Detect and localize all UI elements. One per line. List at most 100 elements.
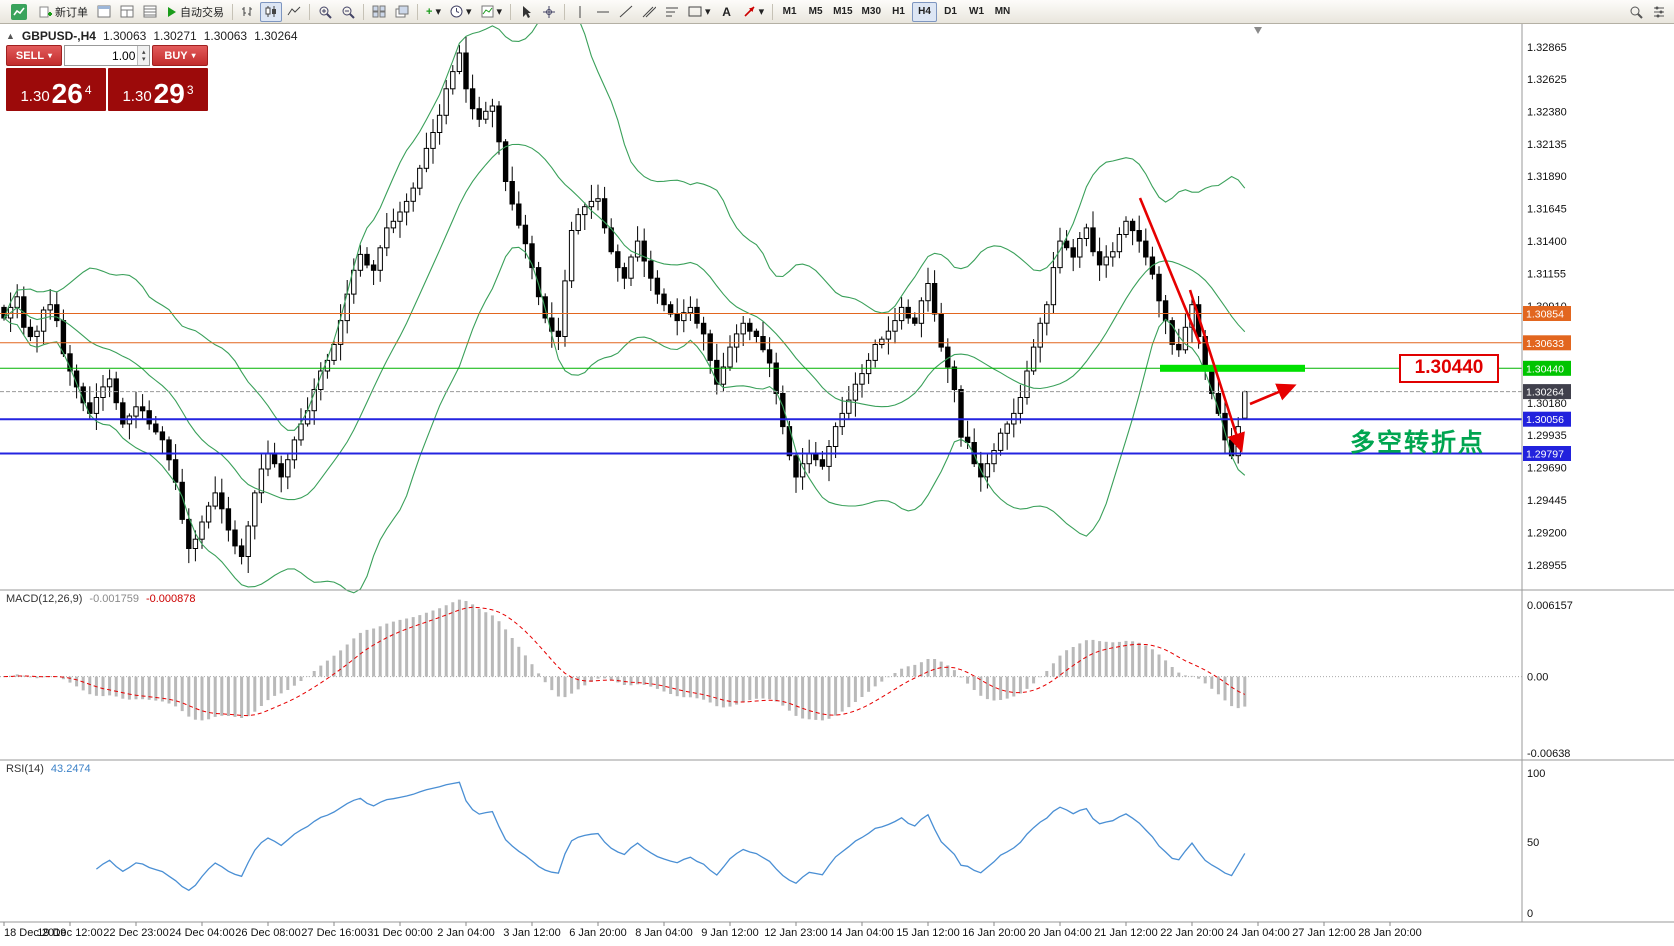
svg-text:0.00: 0.00 bbox=[1527, 672, 1548, 684]
svg-text:1.30264: 1.30264 bbox=[1526, 387, 1564, 399]
search-button[interactable] bbox=[1625, 2, 1647, 22]
turning-point-annotation[interactable]: 多空转折点 bbox=[1350, 429, 1486, 457]
toolbar: 新订单 自动交易 bbox=[0, 0, 1674, 24]
market-watch-icon bbox=[143, 5, 157, 18]
svg-text:0.006157: 0.006157 bbox=[1527, 600, 1573, 612]
arrows-dropdown[interactable]: ▾ bbox=[739, 2, 769, 22]
timeframe-button-h1[interactable]: H1 bbox=[886, 2, 911, 22]
periods-dropdown[interactable]: ▾ bbox=[446, 2, 476, 22]
svg-text:1.31645: 1.31645 bbox=[1527, 204, 1567, 216]
line-chart-button[interactable] bbox=[283, 2, 305, 22]
shapes-dropdown[interactable]: ▾ bbox=[684, 2, 715, 22]
templates-dropdown[interactable]: ▾ bbox=[477, 2, 507, 22]
svg-text:1.32865: 1.32865 bbox=[1527, 42, 1567, 54]
dropdown-icon: ▾ bbox=[496, 6, 503, 18]
buy-price-button[interactable]: 1.30 29 3 bbox=[108, 68, 208, 111]
crosshair-button[interactable] bbox=[538, 2, 560, 22]
equidistant-channel-button[interactable] bbox=[638, 2, 660, 22]
search-icon bbox=[1630, 6, 1643, 19]
timeframe-button-d1[interactable]: D1 bbox=[938, 2, 963, 22]
svg-text:8 Jan 04:00: 8 Jan 04:00 bbox=[635, 927, 693, 939]
timeframe-group: M1 M5 M15 M30 H1 H4 D1 W1 MN bbox=[777, 1, 1015, 22]
text-button[interactable]: A bbox=[716, 2, 738, 22]
options-icon bbox=[1654, 6, 1664, 18]
timeframe-button-m5[interactable]: M5 bbox=[803, 2, 828, 22]
cursor-button[interactable] bbox=[515, 2, 537, 22]
bar-high: 1.30271 bbox=[153, 29, 197, 43]
svg-text:0: 0 bbox=[1527, 908, 1533, 920]
new-order-button[interactable]: 新订单 bbox=[35, 2, 92, 22]
cascade-windows-icon bbox=[395, 5, 409, 18]
timeframe-button-h4[interactable]: H4 bbox=[912, 1, 937, 22]
price-level-box[interactable]: 1.30440 bbox=[1399, 354, 1499, 383]
tile-windows-button[interactable] bbox=[368, 2, 390, 22]
panel-collapse-icon[interactable]: ▲ bbox=[6, 31, 15, 41]
spin-down-icon: ▾ bbox=[141, 55, 146, 63]
autotrade-button[interactable]: 自动交易 bbox=[162, 2, 228, 22]
svg-text:2 Jan 04:00: 2 Jan 04:00 bbox=[437, 927, 495, 939]
svg-text:22 Dec 23:00: 22 Dec 23:00 bbox=[103, 927, 168, 939]
vertical-line-button[interactable] bbox=[569, 2, 591, 22]
trendline-icon bbox=[619, 5, 633, 18]
ohlc-bars-button[interactable] bbox=[237, 2, 259, 22]
dropdown-icon: ▾ bbox=[48, 51, 53, 60]
timeframe-button-m1[interactable]: M1 bbox=[777, 2, 802, 22]
buy-price-pips: 29 bbox=[153, 78, 185, 109]
svg-text:24 Jan 04:00: 24 Jan 04:00 bbox=[1226, 927, 1290, 939]
horizontal-line-button[interactable] bbox=[592, 2, 614, 22]
toolbar-separator bbox=[232, 3, 233, 20]
svg-text:1.32380: 1.32380 bbox=[1527, 106, 1567, 118]
dropdown-icon: ▾ bbox=[758, 6, 765, 18]
cursor-icon bbox=[523, 5, 532, 18]
toolbar-options-button[interactable] bbox=[1648, 2, 1670, 22]
toolbar-separator bbox=[564, 3, 566, 20]
autotrade-play-icon bbox=[168, 6, 176, 17]
svg-text:6 Jan 20:00: 6 Jan 20:00 bbox=[569, 927, 627, 939]
trendline-button[interactable] bbox=[615, 2, 637, 22]
sell-price-base: 1.30 bbox=[20, 88, 50, 105]
zoom-out-button[interactable] bbox=[337, 2, 359, 22]
new-chart-icon bbox=[97, 5, 111, 18]
sell-price-point: 4 bbox=[84, 83, 92, 97]
candlestick-button[interactable] bbox=[260, 1, 282, 22]
toolbar-separator bbox=[363, 3, 364, 20]
candlestick-icon bbox=[265, 6, 276, 17]
volume-spinner[interactable]: ▴ ▾ bbox=[137, 46, 149, 65]
app-icon bbox=[4, 1, 34, 23]
sell-button[interactable]: SELL ▾ bbox=[6, 45, 62, 66]
timeframe-button-m30[interactable]: M30 bbox=[858, 2, 885, 22]
indicators-dropdown[interactable]: + ▾ bbox=[422, 2, 445, 22]
zoom-in-button[interactable] bbox=[314, 2, 336, 22]
svg-text:1.29935: 1.29935 bbox=[1527, 430, 1567, 442]
profiles-button[interactable] bbox=[116, 2, 138, 22]
market-watch-button[interactable] bbox=[139, 2, 161, 22]
buy-label: BUY bbox=[164, 49, 188, 62]
sell-price-button[interactable]: 1.30 26 4 bbox=[6, 68, 106, 111]
svg-text:21 Jan 12:00: 21 Jan 12:00 bbox=[1094, 927, 1158, 939]
equidistant-channel-icon bbox=[642, 6, 657, 18]
buy-button[interactable]: BUY ▾ bbox=[152, 45, 208, 66]
one-click-trade-panel: SELL ▾ ▴ ▾ BUY ▾ 1.30 26 4 1.30 bbox=[6, 45, 208, 111]
symbol-ohlc-line: ▲ GBPUSD-,H4 1.30063 1.30271 1.30063 1.3… bbox=[6, 29, 298, 43]
svg-text:24 Dec 04:00: 24 Dec 04:00 bbox=[169, 927, 234, 939]
timeframe-button-m15[interactable]: M15 bbox=[829, 2, 856, 22]
svg-text:27 Jan 12:00: 27 Jan 12:00 bbox=[1292, 927, 1356, 939]
zoom-out-icon bbox=[342, 6, 355, 19]
svg-text:1.29445: 1.29445 bbox=[1527, 495, 1567, 507]
fibonacci-button[interactable] bbox=[661, 2, 683, 22]
svg-text:1.29200: 1.29200 bbox=[1527, 528, 1567, 540]
timeframe-button-mn[interactable]: MN bbox=[990, 2, 1015, 22]
volume-input[interactable] bbox=[65, 46, 138, 65]
svg-text:1.29797: 1.29797 bbox=[1526, 449, 1564, 461]
new-chart-button[interactable] bbox=[93, 2, 115, 22]
timeframe-button-w1[interactable]: W1 bbox=[964, 2, 989, 22]
svg-text:14 Jan 04:00: 14 Jan 04:00 bbox=[830, 927, 894, 939]
svg-text:50: 50 bbox=[1527, 837, 1539, 849]
toolbar-separator bbox=[772, 3, 774, 20]
svg-text:3 Jan 12:00: 3 Jan 12:00 bbox=[503, 927, 561, 939]
macd-main-value: -0.001759 bbox=[89, 593, 139, 605]
line-chart-icon bbox=[287, 6, 301, 16]
cascade-windows-button[interactable] bbox=[391, 2, 413, 22]
profiles-icon bbox=[120, 5, 134, 18]
